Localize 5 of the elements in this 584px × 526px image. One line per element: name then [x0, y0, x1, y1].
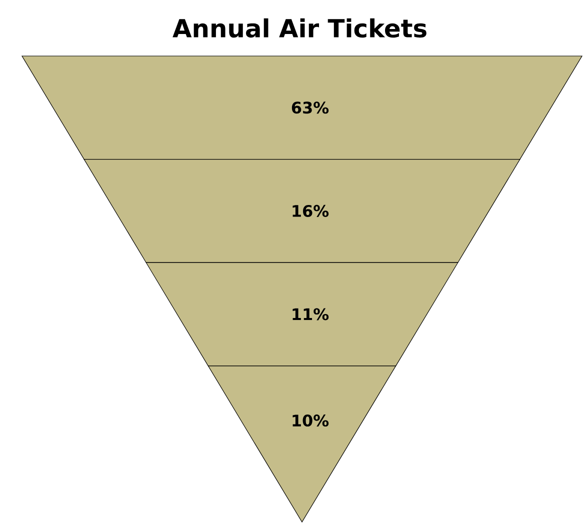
- data-label: 16%: [292, 204, 329, 217]
- data-label: 10%: [292, 414, 329, 427]
- data-label: 63%: [292, 102, 329, 114]
- text: Annual Air Tickets: [172, 18, 426, 38]
- data-label: 11%: [292, 308, 329, 320]
